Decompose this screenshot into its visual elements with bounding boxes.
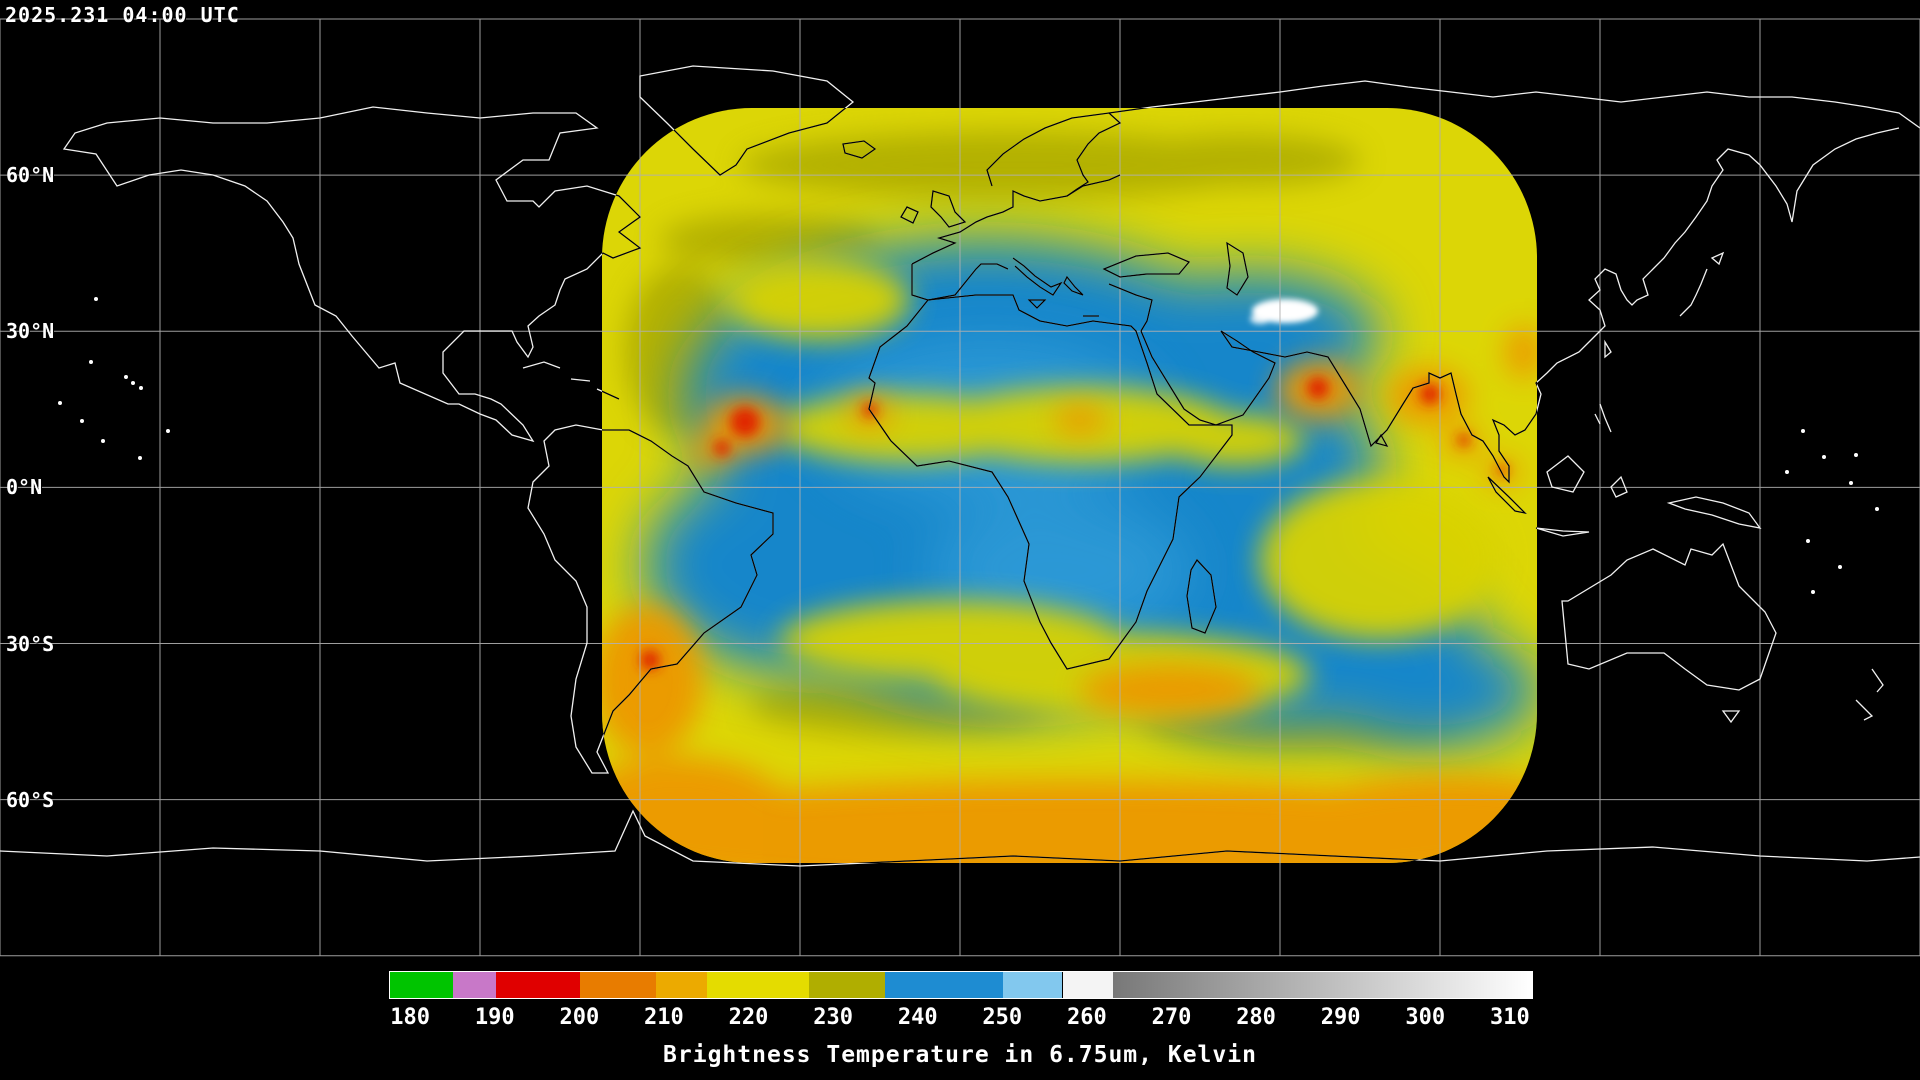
colorbar-tick-label: 210 (644, 1005, 684, 1030)
colorbar-segment (580, 972, 657, 998)
colorbar-segment (1003, 972, 1063, 998)
colorbar-tick-label: 230 (813, 1005, 853, 1030)
island-dots (58, 297, 1879, 594)
colorbar-tick-label: 310 (1489, 1005, 1530, 1030)
colorbar (389, 971, 1533, 999)
colorbar-tick-label: 300 (1405, 1005, 1446, 1030)
colorbar-tick-label: 250 (982, 1005, 1023, 1030)
colorbar-tick-label: 220 (728, 1005, 769, 1030)
colorbar-segment (707, 972, 809, 998)
latitude-label: 0°N (6, 475, 43, 500)
colorbar-tick-label: 180 (390, 1005, 431, 1030)
colorbar-segment (495, 972, 581, 998)
latitude-label: 60°S (6, 787, 55, 812)
latitude-label: 60°N (6, 163, 55, 188)
colorbar-ticks: 180 190 200 210 220 230 240 250 260 270 280 290 300 3… (389, 1005, 1531, 1033)
swath-white-cloud-blob (1250, 299, 1318, 324)
colorbar-tick-label: 280 (1236, 1005, 1276, 1030)
colorbar-segment (656, 972, 708, 998)
latitude-label: 30°S (6, 631, 55, 656)
colorbar-segment (1062, 972, 1114, 998)
grid-lines (0, 18, 1920, 957)
satellite-swath (602, 108, 1537, 863)
colorbar-tick-label: 240 (897, 1005, 938, 1030)
colorbar-tick-label: 260 (1067, 1005, 1107, 1030)
timestamp: 2025.231 04:00 UTC (5, 3, 240, 27)
colorbar-segment (390, 972, 454, 998)
colorbar-tick-label: 200 (559, 1005, 600, 1030)
swath-convective-red-cores (640, 377, 1507, 670)
colorbar-segment (884, 972, 1004, 998)
latitude-label: 30°N (6, 319, 55, 344)
colorbar-tick-label: 270 (1151, 1005, 1192, 1030)
colorbar-caption: Brightness Temperature in 6.75um, Kelvin (663, 1042, 1257, 1068)
colorbar-segment (453, 972, 496, 998)
colorbar-tick-label: 190 (474, 1005, 515, 1030)
colorbar-tick-label: 290 (1320, 1005, 1361, 1030)
colorbar-segment (1113, 972, 1532, 998)
colorbar-segment (808, 972, 885, 998)
